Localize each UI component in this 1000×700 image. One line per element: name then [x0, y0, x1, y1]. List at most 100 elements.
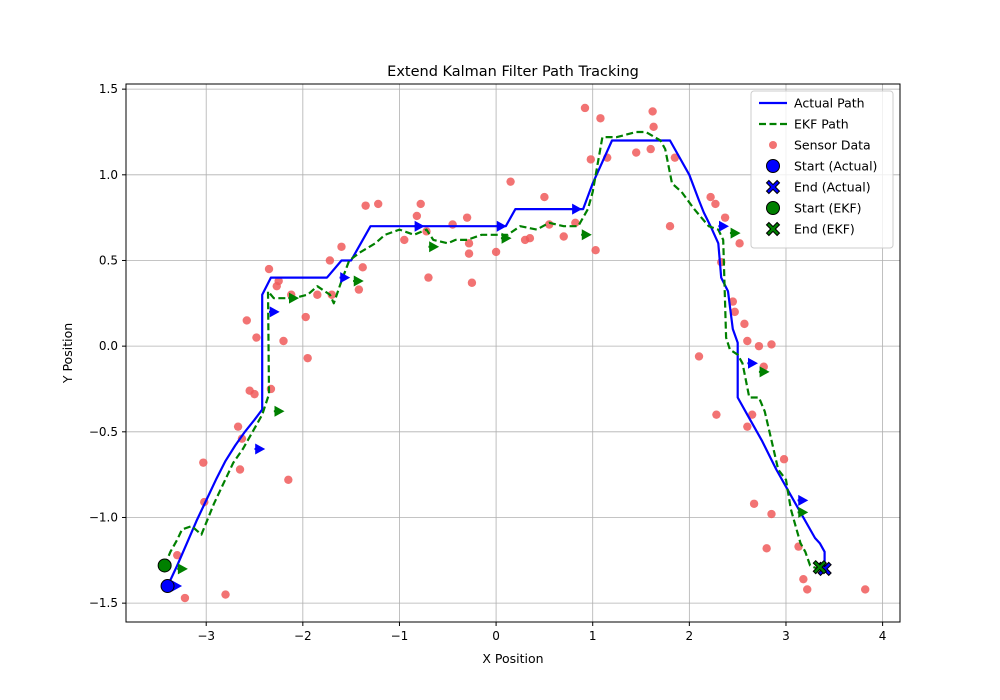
- sensor-data-point: [767, 509, 776, 519]
- arrow-head: [581, 229, 592, 241]
- x-tick-label: 3: [782, 629, 790, 643]
- y-tick-label: 1.5: [99, 82, 118, 96]
- sensor-data-point: [491, 247, 501, 257]
- legend-entry: Start (EKF): [766, 201, 862, 216]
- sensor-data-point: [361, 201, 370, 210]
- sensor-data-point: [424, 273, 433, 282]
- actual-direction-arrow: [339, 272, 351, 284]
- plot-frame: [125, 83, 901, 623]
- y-tick-label: −1.5: [89, 596, 118, 610]
- sensor-data-point: [665, 222, 675, 231]
- sensor-data-point: [540, 192, 549, 202]
- actual-direction-arrow: [718, 220, 729, 232]
- x-tick-label: −2: [294, 629, 312, 643]
- sensor-data-point: [670, 153, 680, 162]
- sensor-data-point: [327, 290, 337, 299]
- legend-circle-symbol: [766, 159, 780, 173]
- legend-entry: End (EKF): [765, 222, 855, 237]
- x-tick-label: 2: [686, 629, 694, 643]
- arrow-head: [289, 292, 299, 304]
- arrow-head: [798, 506, 809, 518]
- sensor-data-point: [754, 341, 764, 351]
- sensor-data-point: [767, 340, 776, 349]
- y-tick-label: 0.5: [99, 253, 118, 267]
- ekf-direction-arrow: [581, 229, 592, 241]
- ekf-direction-arrow: [729, 227, 741, 239]
- ekf-path-line: [163, 130, 824, 571]
- start-actual-marker: [160, 579, 175, 594]
- plot-area: [157, 103, 870, 603]
- sensor-data-point: [571, 218, 580, 227]
- sensor-data-point: [580, 103, 590, 113]
- legend-label: End (Actual): [794, 180, 871, 195]
- y-tick-label: 1.0: [99, 168, 118, 182]
- sensor-data-point: [743, 422, 752, 431]
- x-axis-ticks: −3 −2 −1 0 1 2 3 4: [197, 622, 886, 643]
- arrow-head: [747, 357, 758, 369]
- sensor-data-point: [354, 285, 364, 294]
- sensor-data-point: [462, 213, 472, 222]
- x-tick-label: 1: [589, 629, 597, 643]
- ekf-direction-arrow: [273, 405, 285, 417]
- sensor-data-point: [221, 590, 230, 599]
- legend-label: Actual Path: [794, 96, 865, 111]
- x-tick-label: −3: [197, 629, 215, 643]
- actual-direction-arrow: [269, 306, 280, 318]
- x-axis-label: X Position: [482, 651, 543, 666]
- sensor-data-point: [464, 239, 474, 248]
- sensor-data-point: [337, 242, 346, 251]
- sensor-data-point: [632, 148, 641, 157]
- sensor-data-point: [284, 475, 293, 484]
- sensor-data-point: [749, 499, 759, 508]
- legend: Actual Path EKF Path Sensor Data Start (Act…: [750, 90, 894, 249]
- arrow-head: [572, 203, 583, 215]
- arrow-head: [719, 220, 729, 232]
- direction-arrows-layer: [171, 203, 809, 592]
- arrow-head: [274, 405, 285, 417]
- sensor-data-point: [274, 276, 283, 286]
- arrow-head: [496, 220, 507, 232]
- arrow-head: [172, 580, 183, 592]
- sensor-data-point: [861, 585, 870, 594]
- legend-label: Start (Actual): [794, 159, 877, 174]
- sensor-data-point: [416, 199, 425, 209]
- sensor-data-point: [325, 256, 335, 265]
- sensor-data-point: [242, 316, 251, 325]
- sensor-data-point: [740, 319, 749, 329]
- legend-x-symbol: [765, 179, 781, 195]
- ekf-direction-arrow: [177, 563, 188, 575]
- legend-label: EKF Path: [794, 117, 849, 132]
- sensor-data-point: [374, 199, 383, 209]
- sensor-data-point: [264, 264, 274, 274]
- sensor-data-point: [467, 278, 477, 287]
- sensor-data-point: [313, 290, 322, 299]
- sensor-data-point: [803, 585, 812, 594]
- sensor-data-point: [730, 307, 739, 317]
- sensor-data-point: [728, 297, 738, 306]
- sensor-data-point: [712, 410, 721, 419]
- ekf-direction-arrow: [500, 232, 512, 244]
- start-ekf-marker: [157, 558, 172, 573]
- ekf-direction-arrow: [428, 241, 440, 253]
- end-ekf-marker: [812, 559, 828, 575]
- ekf-direction-arrow: [353, 275, 364, 287]
- sensor-data-point: [743, 336, 752, 346]
- sensor-data-point: [747, 410, 757, 419]
- x-tick-label: −1: [391, 629, 409, 643]
- legend-box: [750, 90, 894, 249]
- actual-path-line: [166, 139, 826, 587]
- sensor-data-point: [711, 199, 720, 209]
- legend-circle-symbol: [766, 201, 780, 215]
- sensor-data-point: [412, 211, 422, 221]
- x-tick-label: 0: [492, 629, 500, 643]
- arrow-head: [353, 275, 364, 287]
- sensor-data-point: [694, 352, 704, 361]
- sensor-data-point: [173, 550, 182, 560]
- actual-direction-arrow: [747, 357, 758, 369]
- sensor-data-point: [301, 312, 310, 322]
- sensor-data-point: [649, 122, 658, 132]
- sensor-data-point: [250, 389, 259, 399]
- sensor-data-point: [586, 155, 595, 164]
- y-tick-label: −0.5: [89, 425, 118, 439]
- sensor-data-point: [235, 465, 245, 474]
